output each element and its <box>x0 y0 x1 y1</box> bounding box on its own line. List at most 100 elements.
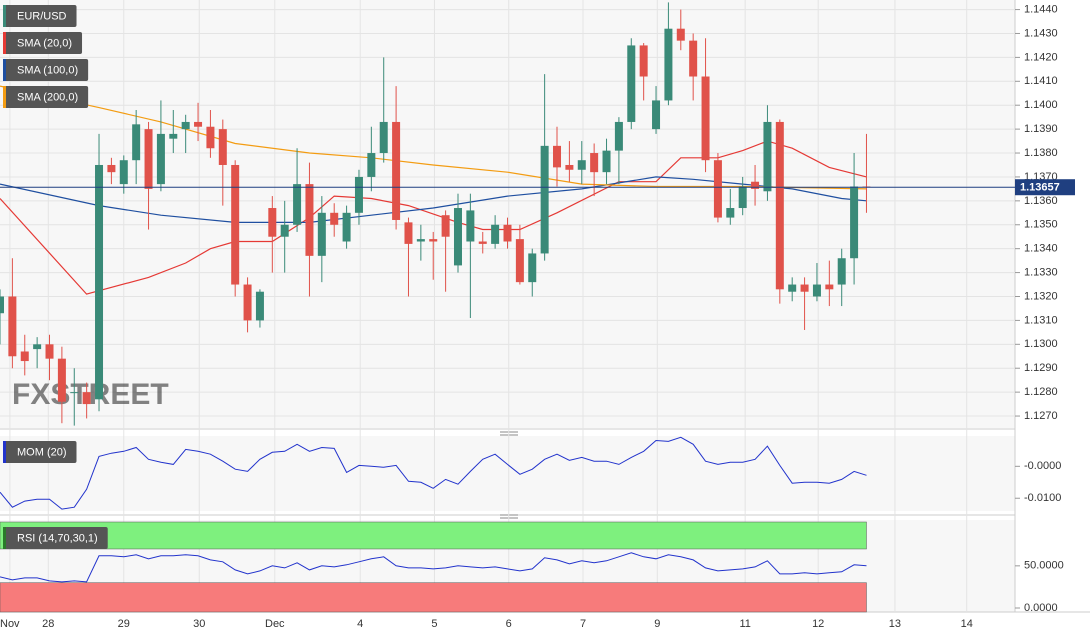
legend-label: EUR/USD <box>17 10 67 22</box>
sma-line <box>0 85 867 190</box>
price-panel <box>0 0 1015 428</box>
candle-body <box>367 153 376 177</box>
candle-body <box>515 239 524 283</box>
y-tick-label: 1.1320 <box>1024 290 1058 302</box>
candle-body <box>763 121 772 192</box>
legend-label: RSI (14,70,30,1) <box>17 532 98 544</box>
legend-item: SMA (20,0) <box>3 32 83 54</box>
y-tick-label: 1.1330 <box>1024 266 1058 278</box>
y-tick-label: 1.1290 <box>1024 362 1058 374</box>
candle-body <box>33 344 42 350</box>
legend-swatch <box>3 441 6 463</box>
legend-box <box>3 32 83 54</box>
y-tick-label: 1.1270 <box>1024 410 1058 422</box>
candle-body <box>453 208 462 266</box>
rsi-band <box>0 521 867 550</box>
y-tick-label: 1.1410 <box>1024 75 1058 87</box>
x-tick-label: 4 <box>357 618 363 630</box>
candle-body <box>194 121 203 127</box>
legend-item: SMA (200,0) <box>3 86 89 108</box>
candle-body <box>82 392 91 405</box>
y-tick-label: 1.1430 <box>1024 27 1058 39</box>
x-tick-label: 30 <box>193 618 205 630</box>
candle-body <box>837 258 846 285</box>
candle-body <box>293 184 302 225</box>
legend-label: SMA (20,0) <box>17 37 72 49</box>
legend-label: SMA (100,0) <box>17 64 78 76</box>
indicator-line <box>0 552 867 583</box>
candle-body <box>540 145 549 254</box>
legend-swatch <box>3 59 6 81</box>
candle-body <box>8 296 17 357</box>
candle-body <box>156 133 165 185</box>
candle-body <box>330 212 339 225</box>
y-tick-label: -0.0000 <box>1024 460 1061 472</box>
legend-box <box>3 86 89 108</box>
mom-panel <box>0 436 1015 511</box>
candle-body <box>429 239 438 242</box>
legend-box <box>3 441 77 463</box>
candle-body <box>553 145 562 168</box>
candle-body <box>45 344 54 359</box>
candle-body <box>664 28 673 101</box>
candle-body <box>268 208 277 237</box>
legend-swatch <box>3 527 6 549</box>
candle-body <box>627 45 636 122</box>
candle-body <box>812 284 821 297</box>
legend-item: MOM (20) <box>3 441 77 463</box>
x-tick-label: 5 <box>431 618 437 630</box>
y-tick-label: 1.1380 <box>1024 147 1058 159</box>
x-tick-label: 29 <box>118 618 130 630</box>
candle-body <box>317 212 326 256</box>
legend-swatch <box>3 86 6 108</box>
candle-body <box>441 215 450 237</box>
candle-body <box>416 239 425 242</box>
legend-box <box>3 59 89 81</box>
candle-body <box>354 176 363 213</box>
legend-swatch <box>3 5 6 27</box>
candle-body <box>132 124 141 161</box>
y-tick-label: 1.1300 <box>1024 338 1058 350</box>
y-tick-label: 50.0000 <box>1024 560 1064 572</box>
y-tick-label: 1.1420 <box>1024 51 1058 63</box>
candle-body <box>305 184 314 256</box>
candle-body <box>243 284 252 321</box>
candle-body <box>577 160 586 170</box>
candle-body <box>231 164 240 285</box>
x-tick-label: 7 <box>580 618 586 630</box>
candle-body <box>144 129 153 189</box>
candle-body <box>0 296 4 314</box>
candle-body <box>181 121 190 130</box>
candle-body <box>280 224 289 237</box>
x-tick-label: Dec <box>265 618 285 630</box>
x-tick-label: 14 <box>961 618 973 630</box>
candle-body <box>775 121 784 290</box>
legend-label: SMA (200,0) <box>17 91 78 103</box>
candle-body <box>218 129 227 165</box>
y-tick-label: 1.1440 <box>1024 3 1058 15</box>
legend-box <box>3 5 77 27</box>
candle-body <box>466 210 475 242</box>
x-tick-label: 6 <box>506 618 512 630</box>
candle-body <box>701 76 710 161</box>
last-price-box <box>1015 179 1075 196</box>
x-tick-label: 12 <box>812 618 824 630</box>
y-tick-label: 0.0000 <box>1024 602 1058 614</box>
candle-body <box>565 164 574 170</box>
candle-body <box>602 150 611 173</box>
legend-item: RSI (14,70,30,1) <box>3 527 108 549</box>
y-tick-label: 1.1340 <box>1024 243 1058 255</box>
x-tick-label: 11 <box>739 618 750 630</box>
x-tick-label: Nov <box>0 618 20 630</box>
candle-body <box>676 28 685 41</box>
candle-body <box>404 222 413 244</box>
candle-body <box>528 253 537 283</box>
candle-body <box>738 186 747 209</box>
y-tick-label: -0.0100 <box>1024 492 1061 504</box>
candle-body <box>726 208 735 218</box>
candle-body <box>850 186 859 259</box>
y-tick-label: 1.1280 <box>1024 386 1058 398</box>
candle-body <box>652 100 661 130</box>
y-tick-label: 1.1360 <box>1024 195 1058 207</box>
